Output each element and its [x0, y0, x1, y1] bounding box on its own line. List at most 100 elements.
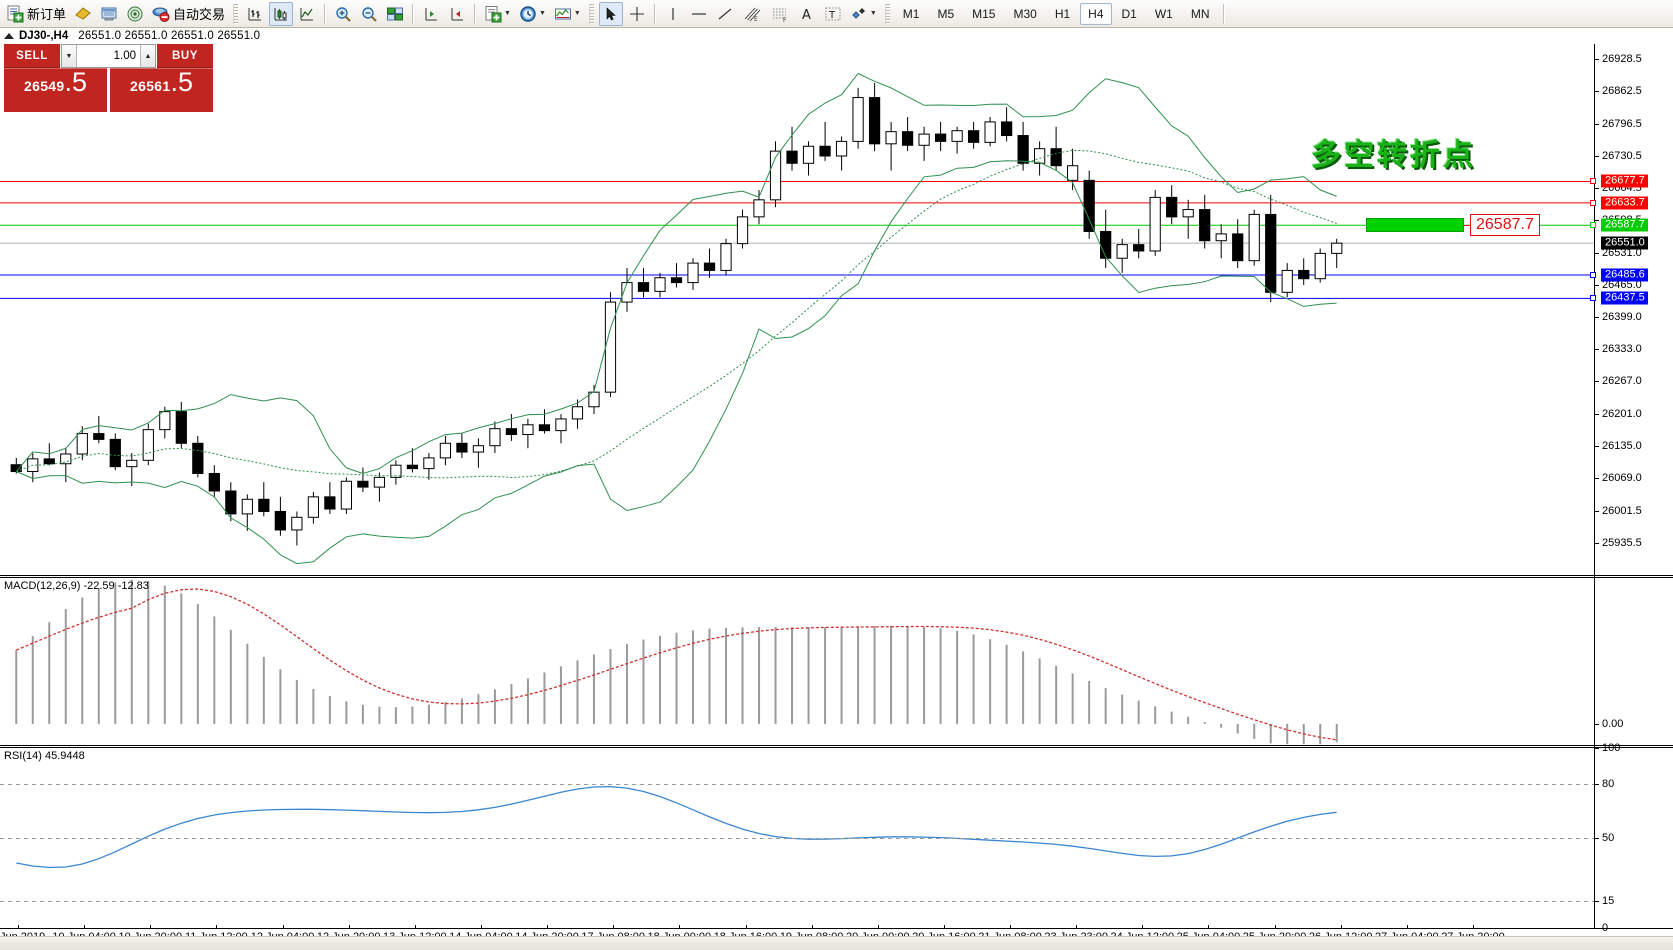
candlestick[interactable]: [291, 516, 303, 531]
candlestick[interactable]: [802, 145, 815, 164]
highlight-bar[interactable]: [1366, 218, 1464, 233]
candlestick[interactable]: [720, 243, 732, 271]
candlestick[interactable]: [10, 464, 22, 473]
price-tag-handle-5[interactable]: [1590, 295, 1596, 302]
timeframe-mn[interactable]: MN: [1190, 6, 1210, 21]
candlestick[interactable]: [258, 498, 270, 512]
text-icon[interactable]: A: [795, 2, 819, 26]
candlestick[interactable]: [192, 442, 204, 474]
candlestick[interactable]: [505, 428, 518, 436]
candlestick[interactable]: [819, 145, 831, 157]
data-window-icon[interactable]: [97, 2, 121, 26]
vertical-line-icon[interactable]: [661, 2, 685, 26]
candlestick[interactable]: [406, 464, 419, 470]
chevron-down-icon[interactable]: ▼: [504, 10, 511, 17]
price-tag-1[interactable]: 26633.7: [1601, 196, 1648, 210]
candlestick[interactable]: [703, 262, 716, 271]
toolbar-grip[interactable]: [233, 3, 239, 24]
fibonacci-icon[interactable]: F: [767, 2, 793, 26]
bar-chart-icon[interactable]: [243, 2, 267, 26]
price-tag-handle-0[interactable]: [1590, 178, 1596, 185]
candlestick[interactable]: [1034, 148, 1046, 164]
candlestick[interactable]: [555, 418, 567, 432]
timeframe-d1[interactable]: D1: [1121, 6, 1137, 21]
candlestick[interactable]: [472, 445, 485, 453]
cursor-icon[interactable]: [598, 1, 623, 26]
price-tag-0[interactable]: 26677.7: [1601, 174, 1648, 188]
zoom-out-icon[interactable]: [357, 2, 381, 26]
news-icon[interactable]: [123, 2, 147, 26]
candlestick[interactable]: [373, 476, 386, 488]
autotrading-icon[interactable]: 自动交易: [149, 2, 228, 26]
candlestick[interactable]: [1298, 269, 1310, 280]
line-chart-icon[interactable]: [295, 2, 319, 26]
price-tag-4[interactable]: 26485.6: [1601, 268, 1648, 282]
chevron-down-icon-2[interactable]: ▼: [538, 10, 546, 17]
candlestick[interactable]: [1149, 196, 1161, 252]
trendline-icon[interactable]: [713, 2, 737, 26]
candlestick[interactable]: [60, 453, 72, 465]
candlestick[interactable]: [885, 131, 897, 145]
equidistant-channel-icon[interactable]: E: [739, 2, 765, 26]
price-pane[interactable]: [0, 44, 1673, 575]
timeframe-w1[interactable]: W1: [1154, 6, 1173, 21]
pane-separator-macd[interactable]: [0, 575, 1673, 578]
candlestick[interactable]: [241, 498, 253, 515]
price-tag-2[interactable]: 26587.7: [1601, 218, 1648, 232]
candlestick[interactable]: [109, 438, 121, 468]
chevron-down-icon-4[interactable]: ▼: [869, 10, 877, 17]
candlestick[interactable]: [175, 411, 187, 444]
candlestick[interactable]: [126, 459, 138, 468]
price-tag-handle-1[interactable]: [1590, 199, 1596, 206]
candlestick[interactable]: [753, 199, 765, 218]
expert-advisor-icon[interactable]: [71, 2, 95, 26]
candlestick[interactable]: [951, 130, 963, 142]
candlestick[interactable]: [786, 150, 798, 164]
candlestick[interactable]: [1083, 179, 1095, 232]
volume-decrease-button[interactable]: ▼: [62, 45, 77, 67]
candlestick[interactable]: [1331, 242, 1343, 254]
candlestick[interactable]: [1067, 165, 1079, 181]
timeframe-h1[interactable]: H1: [1054, 6, 1071, 21]
candlestick[interactable]: [1001, 121, 1013, 137]
candlestick[interactable]: [439, 442, 452, 459]
candlestick[interactable]: [1199, 209, 1211, 242]
shift-end-icon[interactable]: [419, 2, 443, 26]
horizontal-line-icon[interactable]: [687, 2, 711, 26]
shapes-icon[interactable]: ▼: [847, 2, 880, 26]
indicators-icon[interactable]: ▼: [551, 2, 584, 26]
volume-stepper[interactable]: ▼ 1.00 ▲: [61, 44, 156, 68]
candlestick-chart-icon[interactable]: [269, 1, 294, 26]
candlestick[interactable]: [852, 97, 864, 142]
timeframe-h4[interactable]: H4: [1080, 2, 1112, 25]
candlestick[interactable]: [571, 406, 584, 420]
timeframe-m5[interactable]: M5: [937, 6, 955, 21]
timeframe-m30[interactable]: M30: [1013, 6, 1037, 21]
candlestick[interactable]: [1314, 252, 1326, 280]
candlestick[interactable]: [1017, 135, 1029, 164]
candlestick[interactable]: [1281, 269, 1293, 293]
collapse-triangle-icon[interactable]: [4, 33, 14, 39]
candlestick[interactable]: [918, 133, 930, 146]
price-tag-handle-2[interactable]: [1590, 222, 1596, 229]
candlestick[interactable]: [1215, 233, 1227, 242]
buy-price[interactable]: 26561 .5: [110, 68, 213, 112]
candlestick[interactable]: [670, 277, 683, 284]
macd-pane[interactable]: [0, 578, 1673, 745]
candlestick[interactable]: [93, 433, 105, 440]
candlestick[interactable]: [934, 133, 947, 142]
candlestick[interactable]: [357, 480, 369, 488]
candlestick[interactable]: [769, 150, 782, 201]
candlestick[interactable]: [423, 457, 435, 470]
candlestick[interactable]: [1182, 209, 1194, 218]
candlestick[interactable]: [967, 130, 980, 143]
candlestick[interactable]: [1248, 213, 1260, 262]
price-tag-5[interactable]: 26437.5: [1601, 291, 1648, 305]
price-tag-handle-4[interactable]: [1590, 272, 1596, 278]
candlestick[interactable]: [984, 121, 996, 143]
zoom-in-icon[interactable]: [331, 2, 355, 26]
candlestick[interactable]: [538, 424, 551, 432]
volume-value[interactable]: 1.00: [113, 50, 136, 62]
candlestick[interactable]: [835, 140, 848, 157]
candlestick[interactable]: [489, 428, 501, 447]
